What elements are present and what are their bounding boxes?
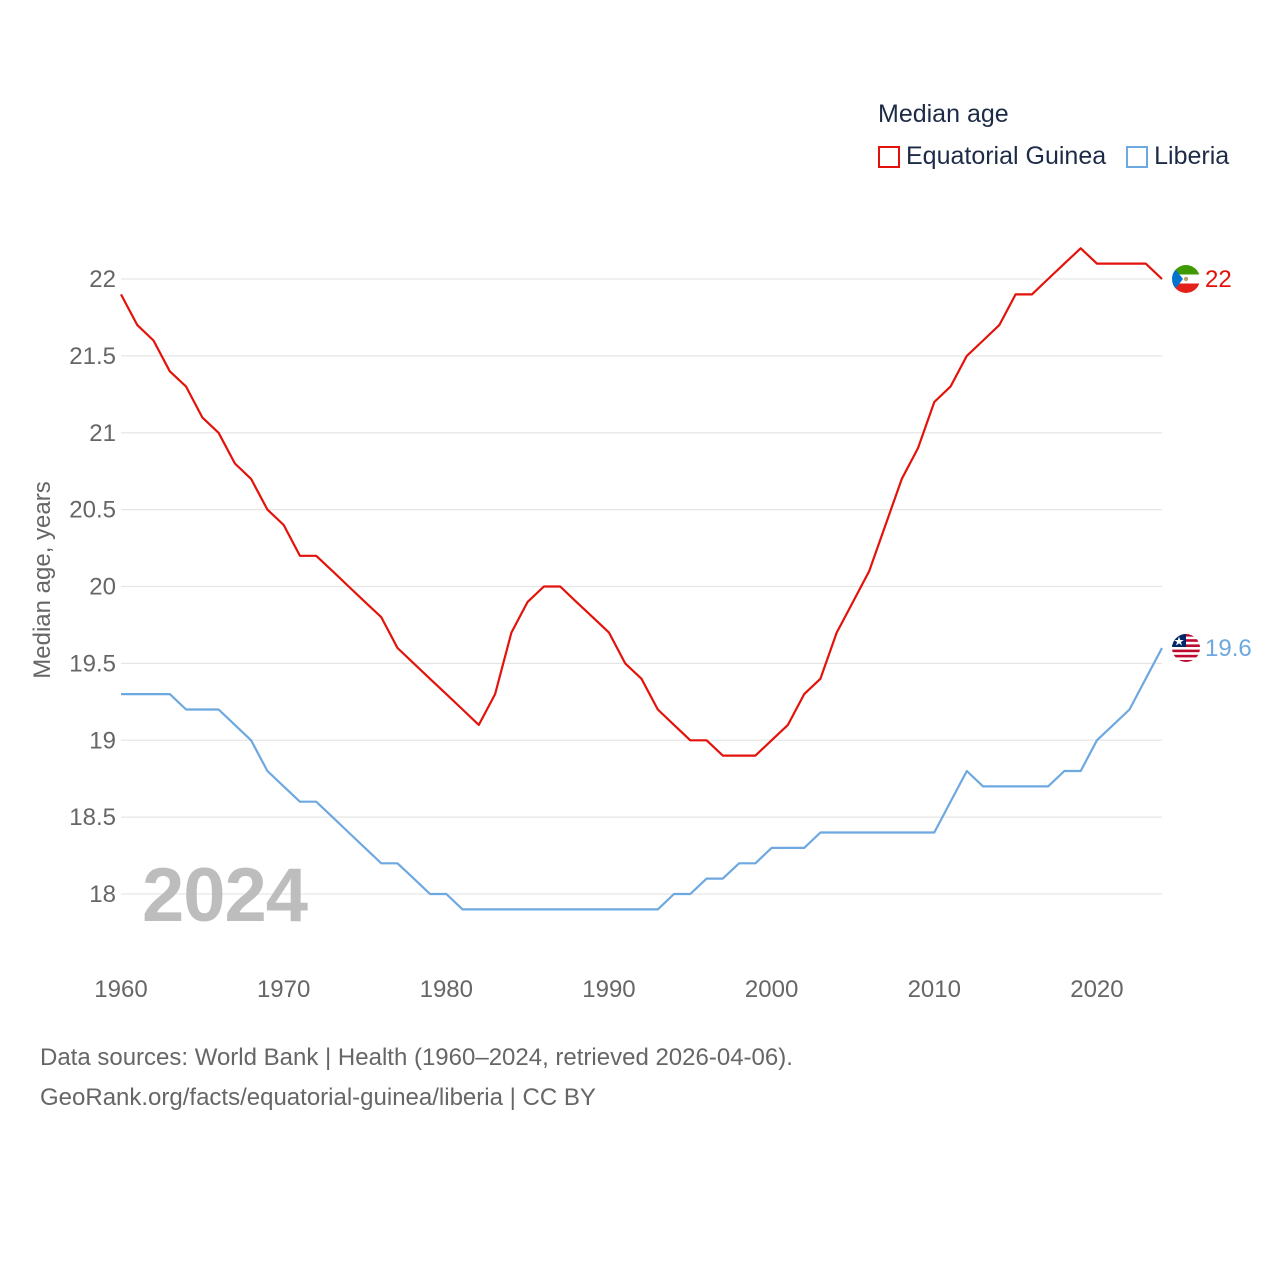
legend-label-equatorial-guinea: Equatorial Guinea bbox=[906, 142, 1107, 170]
end-value-labels: 22 19.6 bbox=[1205, 266, 1252, 662]
y-tick-label-21.5: 21.5 bbox=[69, 343, 116, 370]
legend-title: Median age bbox=[878, 100, 1009, 128]
end-flags bbox=[1172, 265, 1200, 662]
y-tick-label-19: 19 bbox=[89, 727, 116, 754]
y-tick-label-18: 18 bbox=[89, 881, 116, 908]
year-overlay: 2024 bbox=[142, 853, 308, 938]
legend-swatch-equatorial-guinea bbox=[878, 145, 900, 168]
y-tick-label-22: 22 bbox=[89, 266, 116, 293]
y-axis-ticks: 18 18.5 19 19.5 20 20.5 21 21.5 22 bbox=[69, 266, 116, 908]
x-tick-label-1980: 1980 bbox=[420, 976, 473, 1003]
x-tick-label-2000: 2000 bbox=[745, 976, 798, 1003]
x-tick-label-2020: 2020 bbox=[1070, 976, 1123, 1003]
y-tick-label-18.5: 18.5 bbox=[69, 804, 116, 831]
footer-sources: Data sources: World Bank | Health (1960–… bbox=[40, 1044, 793, 1071]
x-tick-label-1960: 1960 bbox=[94, 976, 147, 1003]
legend-item-equatorial-guinea[interactable]: Equatorial Guinea bbox=[878, 142, 1106, 171]
series-line-equatorial-guinea bbox=[120, 247, 1163, 757]
x-axis-ticks: 1960 1970 1980 1990 2000 2010 2020 bbox=[94, 976, 1123, 1003]
y-tick-label-19.5: 19.5 bbox=[69, 650, 116, 677]
series-lines bbox=[120, 247, 1163, 911]
x-tick-label-1990: 1990 bbox=[582, 976, 635, 1003]
x-tick-label-2010: 2010 bbox=[908, 976, 961, 1003]
end-label-equatorial-guinea: 22 bbox=[1205, 266, 1232, 293]
equatorial-guinea-flag-icon bbox=[1172, 265, 1200, 293]
end-label-liberia: 19.6 bbox=[1205, 635, 1252, 662]
y-tick-label-21: 21 bbox=[89, 420, 116, 447]
legend: Equatorial Guinea Liberia bbox=[878, 142, 1249, 171]
x-tick-label-1970: 1970 bbox=[257, 976, 310, 1003]
legend-swatch-liberia bbox=[1126, 145, 1149, 168]
legend-item-liberia[interactable]: Liberia bbox=[1126, 142, 1229, 171]
liberia-flag-icon bbox=[1172, 634, 1200, 662]
grid-lines bbox=[121, 278, 1162, 895]
y-tick-label-20.5: 20.5 bbox=[69, 497, 116, 524]
footer-url[interactable]: GeoRank.org/facts/equatorial-guinea/libe… bbox=[40, 1084, 596, 1111]
legend-label-liberia: Liberia bbox=[1154, 142, 1230, 170]
y-axis-label: Median age, years bbox=[29, 481, 56, 678]
y-tick-label-20: 20 bbox=[89, 574, 116, 601]
series-line-liberia bbox=[121, 647, 1163, 911]
